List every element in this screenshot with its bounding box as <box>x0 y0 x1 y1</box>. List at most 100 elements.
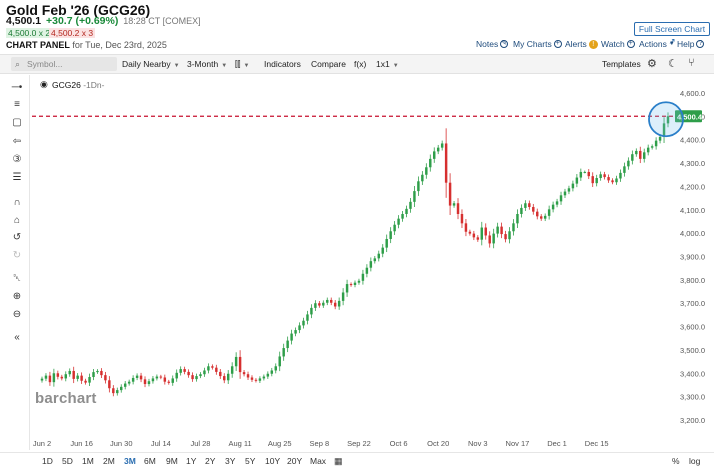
y-tick-label: 4,200.0 <box>680 182 705 191</box>
fibonacci-icon[interactable]: ☰ <box>12 172 22 183</box>
range-button-max[interactable]: Max <box>310 456 327 466</box>
candle-body <box>64 374 68 379</box>
collapse-icon[interactable]: « <box>14 332 20 343</box>
candle-body <box>219 371 222 377</box>
interval-label: Daily Nearby <box>122 59 171 69</box>
range-button-6m[interactable]: 6M <box>144 456 156 466</box>
candle-body <box>563 191 567 196</box>
candle-body <box>143 379 147 385</box>
crosshair-icon[interactable]: ─• <box>11 82 23 93</box>
actions-label: Actions <box>639 39 667 49</box>
indicators-button[interactable]: Indicators <box>264 59 301 69</box>
candle-body <box>381 247 384 254</box>
range-button-3y[interactable]: 3Y <box>225 456 236 466</box>
watch-link[interactable]: Watch + <box>601 39 635 49</box>
compare-button[interactable]: Compare <box>311 59 346 69</box>
arrow-left-icon[interactable]: ⇦ <box>12 136 22 147</box>
candle-body <box>167 381 171 383</box>
shapes-icon[interactable]: ▢ <box>12 117 22 128</box>
x-tick-label: Oct 6 <box>390 439 408 448</box>
undo-icon[interactable]: ↺ <box>12 232 22 243</box>
x-tick-label: Nov 3 <box>468 439 488 448</box>
range-button-5y[interactable]: 5Y <box>245 456 256 466</box>
range-button-10y[interactable]: 10Y <box>265 456 281 466</box>
settings-gear-icon[interactable]: ⚙ <box>647 58 657 70</box>
magnet-icon[interactable]: ∩ <box>13 197 21 208</box>
candle-body <box>631 154 634 161</box>
notes-link[interactable]: Notes ✎ <box>476 39 509 49</box>
full-screen-chart-button[interactable]: Full Screen Chart ↗ <box>634 22 710 46</box>
watch-label: Watch <box>601 39 625 49</box>
candle-body <box>191 375 194 380</box>
candle-body <box>429 158 432 168</box>
candle-body <box>266 373 270 377</box>
candle-body <box>175 372 178 379</box>
candle-body <box>508 231 511 240</box>
candle-body <box>385 238 388 248</box>
candle-body <box>524 203 527 208</box>
symbol-search-input[interactable]: ⌕ Symbol... <box>11 57 117 71</box>
range-button-1m[interactable]: 1M <box>82 456 94 466</box>
range-button-2m[interactable]: 2M <box>103 456 115 466</box>
range-button-9m[interactable]: 9M <box>166 456 178 466</box>
price-quote: 4,500.1 +30.7 (+0.69%) 18:28 CT [COMEX] <box>6 15 201 27</box>
candle-body <box>345 284 349 293</box>
my-charts-link[interactable]: My Charts + <box>513 39 562 49</box>
candle-body <box>464 223 468 232</box>
chart-symbol: GCG26 <box>52 80 81 90</box>
actions-menu[interactable]: Actions ▼ <box>639 39 675 49</box>
annotation-icon[interactable]: ③ <box>12 154 22 165</box>
help-link[interactable]: Help ? <box>677 39 705 49</box>
chevron-down-icon: ▼ <box>392 63 399 69</box>
redo-icon[interactable]: ↻ <box>12 250 22 261</box>
layout-dropdown[interactable]: 1x1 ▼ <box>376 59 399 69</box>
templates-button[interactable]: Templates <box>602 59 641 69</box>
trash-icon[interactable]: ␡ <box>13 273 21 284</box>
period-dropdown[interactable]: 3-Month ▼ <box>187 59 227 69</box>
zoom-out-icon[interactable]: ⊖ <box>12 309 22 320</box>
candle-body <box>76 375 79 379</box>
visibility-eye-icon[interactable]: ◉ <box>40 79 48 89</box>
percent-scale-toggle[interactable]: % <box>672 456 680 466</box>
range-button-5d[interactable]: 5D <box>62 456 73 466</box>
y-tick-label: 4,100.0 <box>680 206 705 215</box>
candle-body <box>369 261 373 268</box>
candle-body <box>306 314 309 321</box>
candle-body <box>195 376 198 380</box>
dark-mode-icon[interactable]: ☾ <box>668 58 678 70</box>
x-tick-label: Sep 22 <box>347 439 371 448</box>
candle-body <box>666 116 670 124</box>
range-button-2y[interactable]: 2Y <box>205 456 216 466</box>
candle-body <box>357 280 361 283</box>
price-chart[interactable]: 3,200.0 3,300.0 3,400.0 3,500.0 3,600.0 3,700… <box>32 76 714 452</box>
calendar-icon[interactable]: ▦ <box>334 456 343 466</box>
candle-body <box>472 233 476 238</box>
alerts-link[interactable]: Alerts ! <box>565 39 598 49</box>
candle-body <box>242 372 246 375</box>
range-button-3m[interactable]: 3M <box>124 456 136 466</box>
interval-dropdown[interactable]: Daily Nearby ▼ <box>122 59 180 69</box>
candle-body <box>116 390 119 394</box>
share-icon[interactable]: ⑂ <box>688 57 695 69</box>
last-price-line: 4,500.4 <box>32 101 703 138</box>
candle-body <box>108 380 111 389</box>
function-button[interactable]: f(x) <box>354 59 367 69</box>
range-button-1y[interactable]: 1Y <box>186 456 197 466</box>
trend-lines-icon[interactable]: ≡ <box>14 99 20 110</box>
chevron-down-icon: ▼ <box>243 63 250 69</box>
candle-body <box>468 231 472 234</box>
chart-type-dropdown[interactable]: ⫿⫿ ▼ <box>235 59 249 70</box>
range-button-20y[interactable]: 20Y <box>287 456 303 466</box>
zoom-in-icon[interactable]: ⊕ <box>12 291 22 302</box>
candle-body <box>591 176 594 184</box>
candle-body <box>512 223 515 232</box>
candle-body <box>425 167 428 175</box>
candle-body <box>310 307 313 315</box>
candle-body <box>112 388 115 394</box>
log-scale-toggle[interactable]: log <box>689 456 701 466</box>
candle-body <box>405 208 408 214</box>
lock-icon[interactable]: ⌂ <box>13 215 21 226</box>
range-button-1d[interactable]: 1D <box>42 456 53 466</box>
y-tick-label: 3,300.0 <box>680 393 705 402</box>
candle-body <box>60 376 64 379</box>
